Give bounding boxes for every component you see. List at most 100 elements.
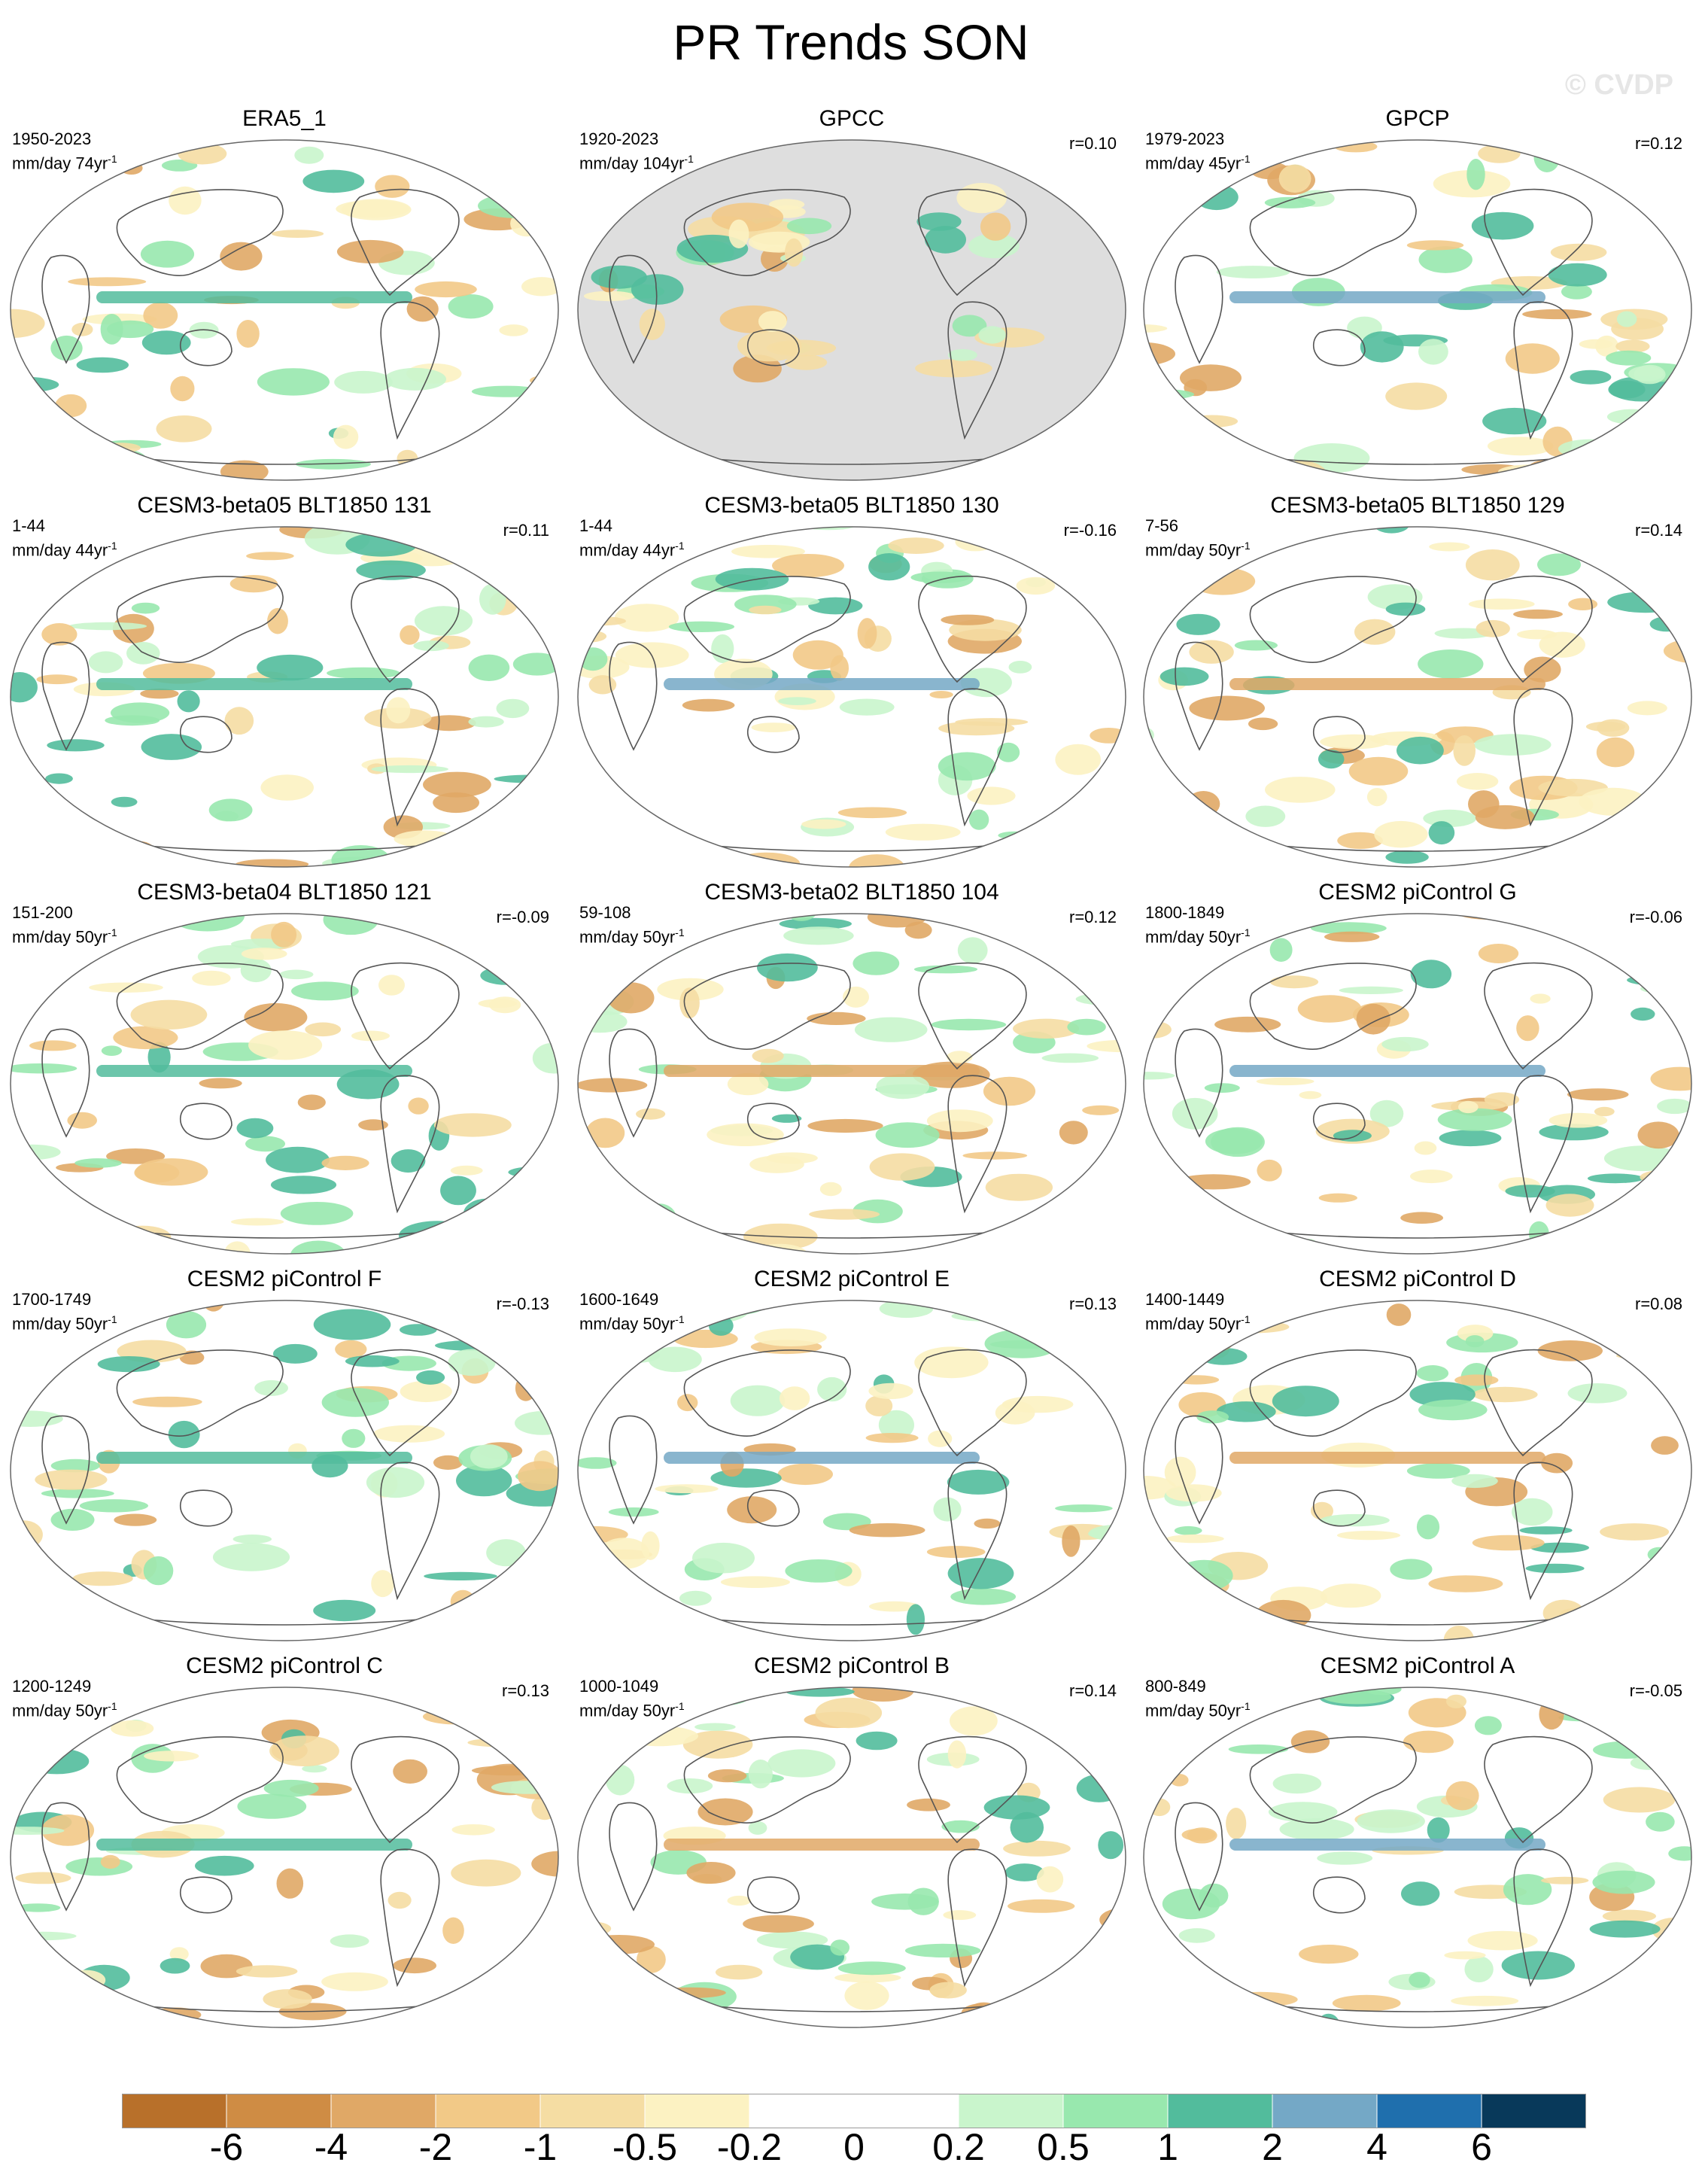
trend-blob bbox=[929, 691, 953, 698]
trend-blob bbox=[1478, 144, 1521, 163]
trend-blob bbox=[947, 1740, 967, 1769]
trend-blob bbox=[26, 1200, 63, 1217]
trend-blob bbox=[985, 1173, 1053, 1201]
units-label: mm/day 50yr-1 bbox=[1145, 923, 1251, 947]
colorbar-swatch bbox=[1062, 2094, 1169, 2128]
trend-blob bbox=[608, 1507, 659, 1517]
trend-blob bbox=[1036, 1866, 1064, 1893]
trend-blob bbox=[962, 1151, 1028, 1160]
pattern-correlation: r=0.11 bbox=[503, 521, 549, 540]
trend-blob bbox=[446, 1695, 492, 1715]
trend-blob bbox=[29, 1721, 65, 1738]
trend-blob bbox=[931, 1018, 1007, 1031]
units-exponent: -1 bbox=[108, 540, 117, 552]
trend-blob bbox=[1385, 602, 1426, 616]
trend-blob bbox=[1265, 777, 1336, 803]
trend-blob bbox=[1144, 2006, 1186, 2024]
units-prefix: mm/day bbox=[1145, 154, 1209, 173]
colorbar-tick-label: -2 bbox=[418, 2126, 453, 2168]
trend-blob bbox=[767, 1749, 836, 1778]
units-prefix: mm/day bbox=[1145, 1701, 1209, 1720]
trend-blob bbox=[1465, 549, 1520, 581]
trend-blob bbox=[1105, 1633, 1126, 1641]
trend-blob bbox=[97, 1356, 160, 1373]
trend-blob bbox=[436, 931, 463, 948]
trend-span: 50 bbox=[1208, 540, 1227, 560]
trend-blob bbox=[1451, 1995, 1519, 2006]
trend-blob bbox=[114, 1513, 157, 1526]
trend-blob bbox=[955, 532, 995, 552]
itcz-band bbox=[96, 1452, 412, 1464]
trend-blob bbox=[951, 1310, 1016, 1322]
robinson-map bbox=[577, 913, 1126, 1255]
coastline bbox=[380, 688, 440, 827]
trend-blob bbox=[1144, 1476, 1176, 1500]
units-label: mm/day 50yr-1 bbox=[12, 1696, 117, 1720]
trend-blob bbox=[195, 1855, 254, 1876]
coastline bbox=[41, 1415, 90, 1525]
trend-blob bbox=[143, 302, 178, 329]
trend-blob bbox=[1584, 1234, 1634, 1249]
trend-blob bbox=[1418, 246, 1473, 273]
trend-field bbox=[1144, 527, 1691, 867]
trend-blob bbox=[1229, 1687, 1266, 1693]
trend-blob bbox=[1003, 1840, 1071, 1857]
trend-blob bbox=[585, 1118, 625, 1148]
trend-blob bbox=[654, 1987, 726, 1999]
year-range: 1600-1649 bbox=[579, 1290, 659, 1309]
trend-blob bbox=[1550, 243, 1607, 261]
panel-title: CESM2 piControl D bbox=[1319, 1267, 1516, 1291]
trend-blob bbox=[578, 1157, 586, 1170]
trend-blob bbox=[1537, 553, 1581, 576]
trend-blob bbox=[667, 1778, 713, 1794]
trend-blob bbox=[779, 1386, 810, 1410]
trend-blob bbox=[1522, 309, 1592, 320]
units-prefix: mm/day bbox=[12, 540, 76, 560]
units-exponent: -1 bbox=[1241, 926, 1251, 938]
trend-blob bbox=[869, 1153, 935, 1181]
trend-blob bbox=[467, 1738, 533, 1748]
trend-blob bbox=[1216, 266, 1290, 278]
trend-blob bbox=[1549, 1112, 1608, 1128]
trend-blob bbox=[1661, 1309, 1691, 1340]
trend-blob bbox=[668, 621, 734, 632]
coastline bbox=[351, 1735, 460, 1844]
coastline bbox=[918, 962, 1027, 1070]
trend-blob bbox=[785, 1559, 853, 1583]
trend-field bbox=[578, 527, 1126, 867]
trend-blob bbox=[106, 1148, 166, 1164]
trend-blob bbox=[450, 1589, 476, 1614]
trend-blob bbox=[40, 439, 60, 465]
trend-blob bbox=[1333, 1130, 1372, 1142]
trend-blob bbox=[72, 1571, 133, 1586]
trend-blob bbox=[523, 1240, 558, 1254]
trend-blob bbox=[451, 1859, 521, 1887]
trend-blob bbox=[333, 424, 359, 449]
trend-blob bbox=[578, 1590, 588, 1607]
itcz-band bbox=[1229, 678, 1545, 690]
units-exponent: -1 bbox=[675, 540, 685, 552]
map-panel: GPCP 1979-2023 mm/day 45yr-1 r=0.12 bbox=[1139, 105, 1696, 491]
colorbar-swatch bbox=[435, 2094, 541, 2128]
trend-blob bbox=[779, 917, 852, 930]
trend-field bbox=[578, 1687, 1126, 2027]
trend-blob bbox=[1615, 1194, 1679, 1210]
trend-blob bbox=[1657, 1098, 1691, 1115]
units-label: mm/day 50yr-1 bbox=[12, 923, 117, 947]
trend-field bbox=[1144, 1300, 1691, 1641]
trend-blob bbox=[521, 277, 558, 297]
trend-blob bbox=[968, 233, 1020, 259]
trend-blob bbox=[1175, 1559, 1233, 1592]
map-panel: CESM3-beta05 BLT1850 131 1-44 mm/day 44yr-… bbox=[6, 492, 563, 878]
trend-blob bbox=[1484, 1092, 1520, 1107]
units-label: mm/day 50yr-1 bbox=[579, 1309, 685, 1334]
trend-blob bbox=[578, 1078, 648, 1093]
trend-blob bbox=[1516, 1015, 1539, 1042]
trend-blob bbox=[925, 226, 966, 254]
trend-blob bbox=[748, 1760, 773, 1789]
trend-blob bbox=[244, 1002, 308, 1032]
trend-blob bbox=[291, 981, 359, 1001]
trend-blob bbox=[487, 461, 558, 473]
units-prefix: mm/day bbox=[579, 1314, 643, 1334]
trend-blob bbox=[1016, 576, 1056, 595]
